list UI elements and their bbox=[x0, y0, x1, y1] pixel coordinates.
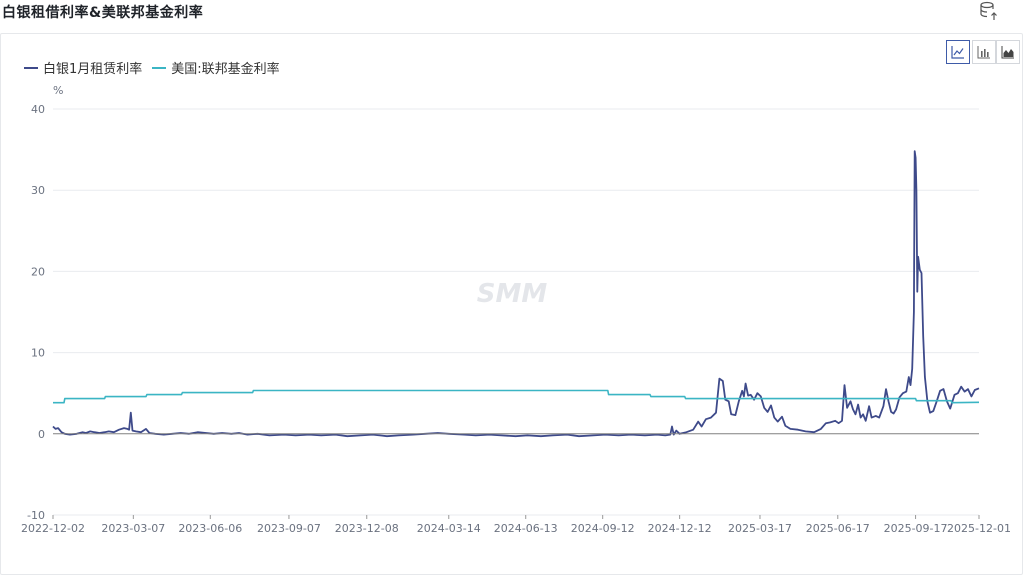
line-chart-toggle[interactable] bbox=[946, 40, 970, 64]
legend-swatch-fed-funds bbox=[152, 66, 167, 69]
y-tick-label: -10 bbox=[27, 509, 45, 522]
x-tick-label: 2025-03-17 bbox=[728, 522, 792, 535]
legend-label: 白银1月租赁利率 bbox=[43, 62, 143, 77]
x-tick-label: 2024-03-14 bbox=[417, 522, 481, 535]
page-title: 白银租借利率&美联邦基金利率 bbox=[2, 5, 204, 21]
legend-label: 美国:联邦基金利率 bbox=[171, 62, 280, 77]
chart-legend: 白银1月租赁利率 美国:联邦基金利率 bbox=[24, 58, 280, 77]
x-tick-label: 2024-06-13 bbox=[494, 522, 558, 535]
x-tick-label: 2023-06-06 bbox=[178, 522, 242, 535]
x-tick-label: 2025-09-17 bbox=[884, 522, 948, 535]
y-tick-label: 20 bbox=[31, 265, 45, 278]
legend-item-silver-lease[interactable]: 白银1月租赁利率 bbox=[24, 58, 142, 77]
watermark: SMM bbox=[477, 279, 548, 309]
y-tick-label: 0 bbox=[38, 428, 45, 441]
x-tick-label: 2025-06-17 bbox=[806, 522, 870, 535]
x-tick-label: 2023-12-08 bbox=[335, 522, 399, 535]
x-tick-label: 2024-12-12 bbox=[648, 522, 712, 535]
y-tick-label: 10 bbox=[31, 347, 45, 360]
area-chart-toggle[interactable] bbox=[996, 40, 1020, 64]
y-tick-label: 40 bbox=[31, 103, 45, 116]
database-export-icon[interactable] bbox=[978, 0, 1000, 22]
legend-item-fed-funds[interactable]: 美国:联邦基金利率 bbox=[152, 58, 280, 77]
x-tick-label: 2022-12-02 bbox=[21, 522, 85, 535]
x-tick-label: 2023-03-07 bbox=[101, 522, 165, 535]
chart-card bbox=[0, 33, 1023, 575]
bar-chart-toggle[interactable] bbox=[972, 40, 996, 64]
x-tick-label: 2024-09-12 bbox=[571, 522, 635, 535]
series-line-fed-funds bbox=[53, 389, 980, 404]
bar-chart-icon bbox=[977, 46, 990, 59]
y-tick-label: 30 bbox=[31, 184, 45, 197]
line-chart-icon bbox=[951, 46, 964, 59]
y-axis-unit: % bbox=[53, 84, 63, 97]
x-tick-label: 2025-12-01 bbox=[947, 522, 1011, 535]
area-chart-icon bbox=[1001, 46, 1014, 59]
legend-swatch-silver-lease bbox=[24, 66, 38, 69]
x-tick-label: 2023-09-07 bbox=[257, 522, 321, 535]
